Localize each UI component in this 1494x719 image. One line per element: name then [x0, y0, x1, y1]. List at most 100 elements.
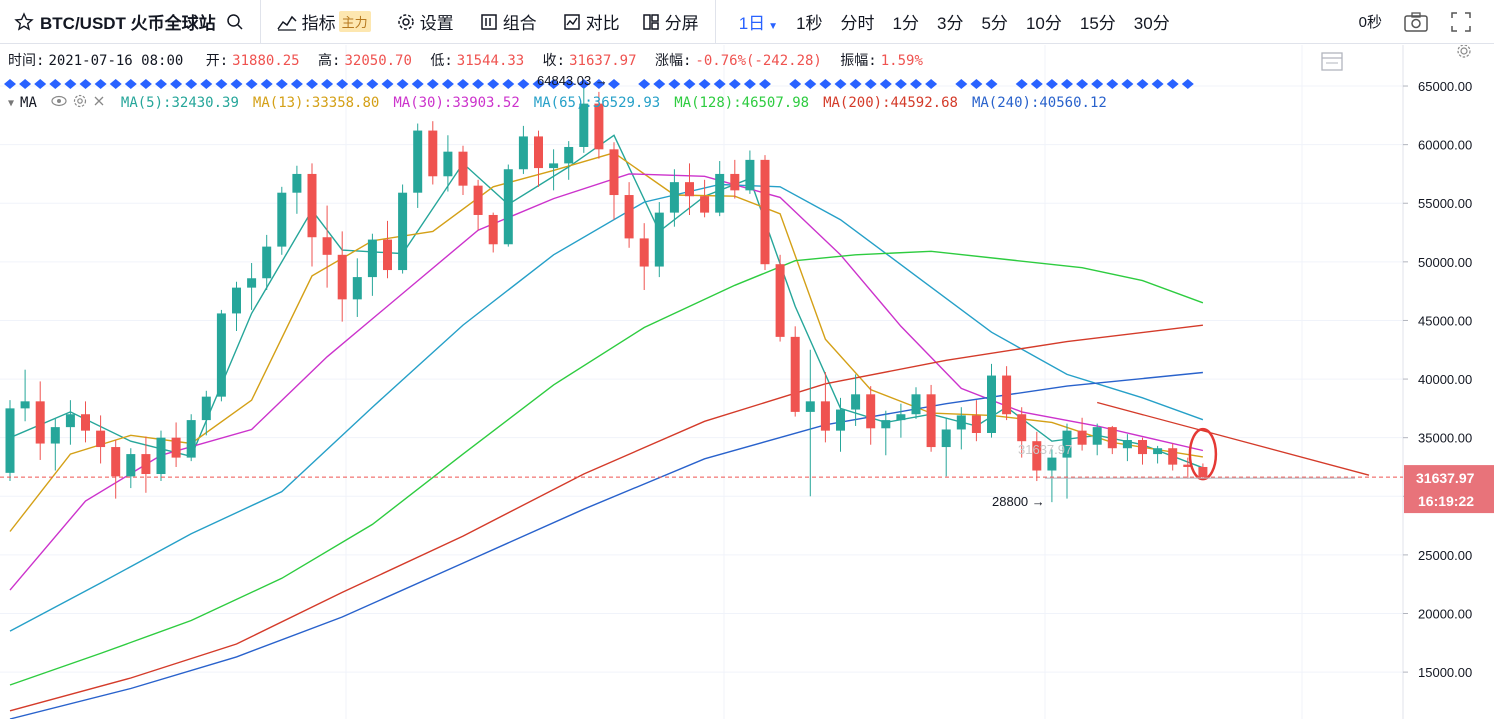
event-marker[interactable] — [804, 79, 817, 89]
candle[interactable] — [956, 407, 966, 450]
price-chart[interactable]: 65000.00 60000.00 55000.00 50000.00 45000.00… — [0, 45, 1494, 719]
event-marker[interactable] — [608, 79, 620, 89]
candle[interactable] — [987, 363, 996, 438]
candle[interactable] — [911, 387, 921, 419]
candle[interactable] — [186, 414, 196, 462]
candle[interactable] — [1122, 434, 1132, 462]
candle[interactable] — [1002, 366, 1012, 421]
event-marker[interactable] — [19, 79, 32, 89]
event-marker[interactable] — [290, 79, 303, 89]
candle[interactable] — [1183, 457, 1193, 479]
candle[interactable] — [1138, 437, 1147, 465]
candle[interactable] — [549, 149, 559, 191]
candle[interactable] — [639, 223, 649, 290]
interval-5m[interactable]: 5分 — [981, 14, 1008, 33]
event-marker[interactable] — [743, 79, 756, 89]
candle[interactable] — [171, 422, 181, 467]
event-marker[interactable] — [925, 79, 938, 89]
ma-gear-icon[interactable] — [73, 94, 87, 112]
candle[interactable] — [1107, 425, 1117, 455]
candle[interactable] — [851, 374, 861, 426]
event-marker[interactable] — [577, 79, 590, 89]
interval-1m[interactable]: 1分 — [892, 14, 919, 33]
combine-button[interactable]: 组合 — [474, 9, 543, 34]
event-marker[interactable] — [34, 79, 47, 89]
candle[interactable] — [337, 231, 347, 322]
event-marker[interactable] — [698, 79, 711, 89]
event-marker[interactable] — [306, 79, 318, 89]
event-marker[interactable] — [834, 79, 847, 89]
candle[interactable] — [896, 403, 906, 438]
event-marker[interactable] — [1030, 79, 1043, 89]
candle[interactable] — [1168, 443, 1178, 471]
interval-10m[interactable]: 10分 — [1025, 14, 1062, 33]
event-marker[interactable] — [1151, 79, 1164, 89]
candle[interactable] — [216, 309, 226, 402]
event-marker[interactable] — [849, 79, 862, 89]
candle[interactable] — [201, 390, 211, 436]
candle[interactable] — [126, 448, 136, 489]
event-marker[interactable] — [411, 79, 424, 89]
event-marker[interactable] — [472, 79, 485, 89]
event-marker[interactable] — [592, 79, 605, 89]
candle[interactable] — [307, 163, 317, 267]
event-marker[interactable] — [4, 79, 16, 89]
event-marker[interactable] — [185, 79, 198, 89]
event-marker[interactable] — [970, 79, 983, 89]
candle[interactable] — [428, 121, 438, 185]
candle[interactable] — [1062, 423, 1072, 499]
event-marker[interactable] — [728, 79, 741, 89]
compare-button[interactable]: 对比 — [557, 9, 626, 34]
candle[interactable] — [760, 155, 770, 271]
candle[interactable] — [458, 145, 468, 196]
candle[interactable] — [262, 234, 272, 290]
candle[interactable] — [1032, 431, 1042, 482]
event-marker[interactable] — [668, 79, 681, 89]
candle[interactable] — [971, 400, 981, 442]
axis-settings-icon[interactable] — [1457, 45, 1471, 58]
event-marker[interactable] — [517, 79, 530, 89]
event-marker[interactable] — [457, 79, 469, 89]
event-marker[interactable] — [487, 79, 500, 89]
event-marker[interactable] — [910, 79, 922, 89]
candle[interactable] — [805, 349, 815, 497]
candle[interactable] — [443, 135, 453, 192]
candle[interactable] — [730, 159, 740, 199]
event-marker[interactable] — [532, 79, 545, 89]
candle[interactable] — [594, 91, 604, 159]
event-marker[interactable] — [955, 79, 968, 89]
event-marker[interactable] — [94, 79, 107, 89]
event-marker[interactable] — [366, 79, 379, 89]
event-marker[interactable] — [260, 79, 273, 89]
event-marker[interactable] — [1166, 79, 1179, 89]
candle[interactable] — [141, 436, 151, 493]
candle[interactable] — [609, 142, 619, 220]
event-marker[interactable] — [638, 79, 651, 89]
event-marker[interactable] — [396, 79, 409, 89]
event-marker[interactable] — [170, 79, 183, 89]
interval-30m[interactable]: 30分 — [1133, 14, 1170, 33]
interval-1d[interactable]: 1日 ▼ — [730, 9, 787, 34]
candle[interactable] — [292, 165, 302, 214]
candle[interactable] — [820, 372, 830, 443]
event-marker[interactable] — [653, 79, 666, 89]
candle[interactable] — [775, 254, 785, 342]
event-marker[interactable] — [819, 79, 832, 89]
event-marker[interactable] — [124, 79, 137, 89]
candle[interactable] — [5, 400, 15, 482]
event-marker[interactable] — [713, 79, 726, 89]
event-marker[interactable] — [502, 79, 515, 89]
candle[interactable] — [685, 163, 694, 215]
candle[interactable] — [232, 281, 241, 332]
candle[interactable] — [398, 184, 408, 274]
event-marker[interactable] — [1076, 79, 1089, 89]
event-marker[interactable] — [759, 79, 771, 89]
candle[interactable] — [503, 164, 513, 247]
event-marker[interactable] — [139, 79, 152, 89]
candle[interactable] — [564, 141, 574, 180]
event-marker[interactable] — [381, 79, 394, 89]
camera-icon[interactable] — [1404, 11, 1428, 32]
candle[interactable] — [926, 384, 936, 452]
candle[interactable] — [700, 179, 710, 218]
event-marker[interactable] — [109, 79, 122, 89]
